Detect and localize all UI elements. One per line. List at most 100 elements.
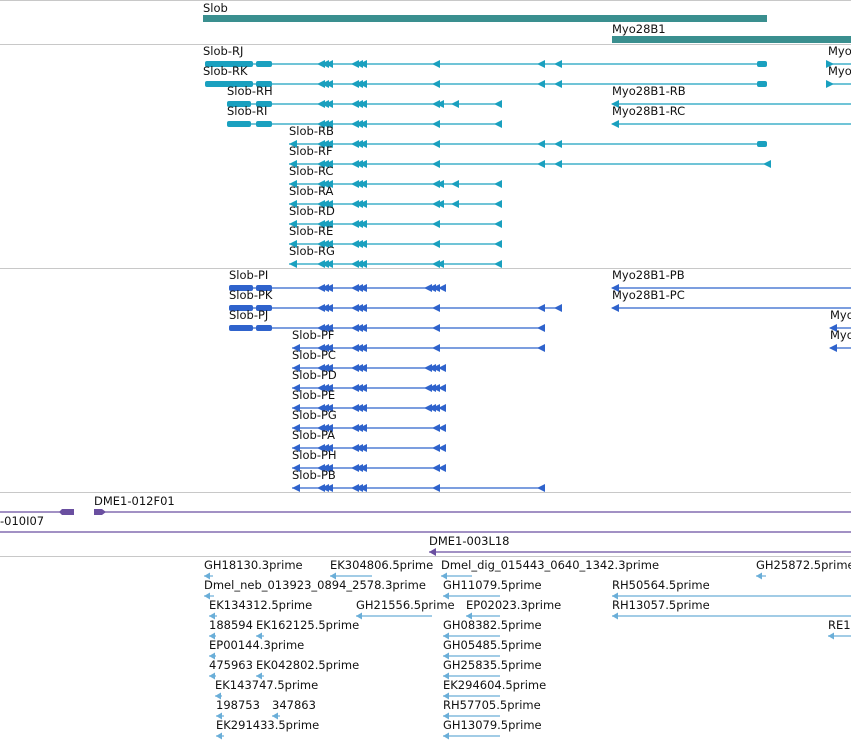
protein-exon[interactable] — [256, 305, 272, 311]
exon-marker[interactable] — [325, 140, 333, 148]
exon-marker[interactable] — [325, 220, 333, 228]
est-marker[interactable] — [204, 592, 210, 600]
exon-marker[interactable] — [432, 424, 440, 432]
exon-marker[interactable] — [325, 484, 333, 492]
exon-marker[interactable] — [432, 80, 440, 88]
exon-marker[interactable] — [537, 484, 545, 492]
exon-marker[interactable] — [359, 324, 367, 332]
exon-marker[interactable] — [554, 304, 562, 312]
exon-marker[interactable] — [438, 444, 446, 452]
est-marker[interactable] — [466, 612, 472, 620]
exon-marker[interactable] — [537, 60, 545, 68]
exon-marker[interactable] — [432, 304, 440, 312]
exon-marker[interactable] — [438, 404, 446, 412]
exon-marker[interactable] — [432, 404, 440, 412]
exon-marker[interactable] — [451, 200, 459, 208]
exon-marker[interactable] — [359, 180, 367, 188]
exon-marker[interactable] — [359, 384, 367, 392]
est-marker[interactable] — [356, 612, 362, 620]
est-marker[interactable] — [443, 712, 449, 720]
est-marker[interactable] — [204, 572, 210, 580]
transcript-exon[interactable] — [227, 101, 251, 107]
exon-marker[interactable] — [359, 464, 367, 472]
transcript-exon[interactable] — [757, 61, 767, 67]
exon-marker[interactable] — [537, 80, 545, 88]
est-marker[interactable] — [443, 732, 449, 740]
exon-marker[interactable] — [325, 60, 333, 68]
exon-marker[interactable] — [438, 424, 446, 432]
exon-marker[interactable] — [494, 240, 502, 248]
clone-end[interactable] — [59, 509, 74, 515]
exon-marker[interactable] — [829, 344, 837, 352]
est-marker[interactable] — [443, 672, 449, 680]
exon-marker[interactable] — [537, 344, 545, 352]
exon-marker[interactable] — [436, 260, 444, 268]
exon-marker[interactable] — [537, 140, 545, 148]
exon-marker[interactable] — [432, 364, 440, 372]
exon-marker[interactable] — [359, 240, 367, 248]
exon-marker[interactable] — [451, 100, 459, 108]
protein-exon[interactable] — [229, 285, 253, 291]
clone-end[interactable] — [429, 548, 436, 556]
exon-marker[interactable] — [432, 240, 440, 248]
exon-marker[interactable] — [359, 200, 367, 208]
exon-marker[interactable] — [432, 60, 440, 68]
exon-marker[interactable] — [325, 260, 333, 268]
exon-marker[interactable] — [826, 80, 834, 88]
exon-marker[interactable] — [359, 140, 367, 148]
exon-marker[interactable] — [325, 160, 333, 168]
exon-marker[interactable] — [432, 344, 440, 352]
exon-marker[interactable] — [325, 424, 333, 432]
exon-marker[interactable] — [359, 364, 367, 372]
est-marker[interactable] — [209, 612, 215, 620]
transcript-exon[interactable] — [256, 121, 272, 127]
exon-marker[interactable] — [325, 364, 333, 372]
exon-marker[interactable] — [494, 100, 502, 108]
exon-marker[interactable] — [438, 384, 446, 392]
exon-marker[interactable] — [826, 60, 834, 68]
transcript-exon[interactable] — [256, 81, 272, 87]
exon-marker[interactable] — [289, 220, 297, 228]
exon-marker[interactable] — [292, 364, 300, 372]
exon-marker[interactable] — [432, 284, 440, 292]
exon-marker[interactable] — [537, 160, 545, 168]
protein-exon[interactable] — [229, 325, 253, 331]
protein-exon[interactable] — [256, 325, 272, 331]
transcript-exon[interactable] — [757, 141, 767, 147]
exon-marker[interactable] — [292, 404, 300, 412]
exon-marker[interactable] — [359, 260, 367, 268]
est-marker[interactable] — [272, 712, 278, 720]
est-marker[interactable] — [209, 672, 215, 680]
exon-marker[interactable] — [432, 120, 440, 128]
exon-marker[interactable] — [763, 160, 771, 168]
exon-marker[interactable] — [554, 60, 562, 68]
exon-marker[interactable] — [611, 304, 619, 312]
exon-marker[interactable] — [289, 140, 297, 148]
exon-marker[interactable] — [325, 100, 333, 108]
gene-bar-slob[interactable] — [203, 15, 767, 22]
exon-marker[interactable] — [292, 444, 300, 452]
exon-marker[interactable] — [289, 200, 297, 208]
exon-marker[interactable] — [611, 120, 619, 128]
exon-marker[interactable] — [325, 284, 333, 292]
exon-marker[interactable] — [554, 160, 562, 168]
est-marker[interactable] — [209, 652, 215, 660]
protein-exon[interactable] — [256, 285, 272, 291]
est-marker[interactable] — [209, 632, 215, 640]
exon-marker[interactable] — [325, 444, 333, 452]
exon-marker[interactable] — [325, 304, 333, 312]
exon-marker[interactable] — [494, 260, 502, 268]
exon-marker[interactable] — [432, 464, 440, 472]
exon-marker[interactable] — [325, 404, 333, 412]
transcript-exon[interactable] — [227, 121, 251, 127]
exon-marker[interactable] — [436, 200, 444, 208]
exon-marker[interactable] — [359, 304, 367, 312]
est-marker[interactable] — [216, 712, 222, 720]
exon-marker[interactable] — [289, 160, 297, 168]
exon-marker[interactable] — [292, 384, 300, 392]
est-marker[interactable] — [612, 592, 618, 600]
exon-marker[interactable] — [438, 464, 446, 472]
exon-marker[interactable] — [829, 324, 837, 332]
exon-marker[interactable] — [359, 220, 367, 228]
exon-marker[interactable] — [436, 100, 444, 108]
